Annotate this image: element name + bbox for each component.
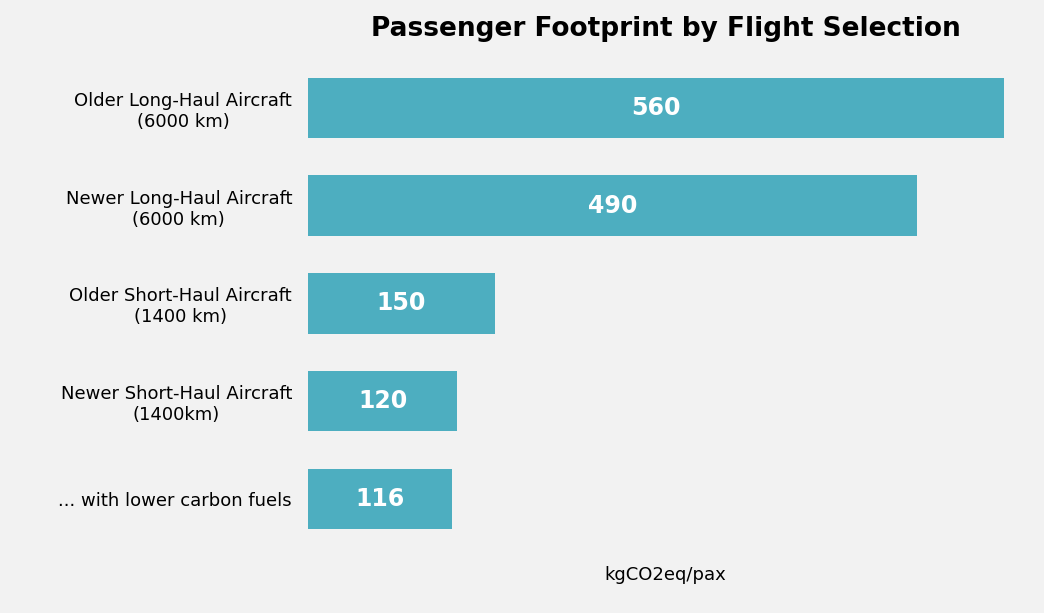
Title: Passenger Footprint by Flight Selection: Passenger Footprint by Flight Selection xyxy=(371,16,960,42)
Bar xyxy=(308,175,918,236)
Text: 490: 490 xyxy=(588,194,638,218)
Bar xyxy=(308,468,452,529)
Bar xyxy=(308,371,457,432)
Text: 120: 120 xyxy=(358,389,407,413)
Text: 150: 150 xyxy=(377,291,426,316)
Text: 116: 116 xyxy=(356,487,405,511)
Bar xyxy=(308,273,495,333)
X-axis label: kgCO2eq/pax: kgCO2eq/pax xyxy=(604,566,727,584)
Bar xyxy=(308,78,1004,139)
Text: 560: 560 xyxy=(632,96,681,120)
